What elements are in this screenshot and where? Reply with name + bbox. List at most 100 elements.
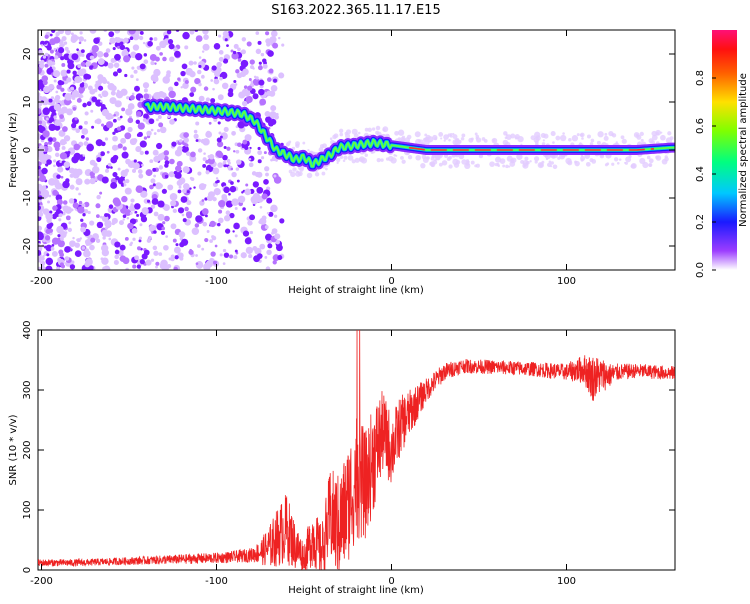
spectrogram-noise-blob [194,223,200,228]
spectrogram-noise-blob [103,30,107,33]
spectrogram-noise-blob [38,95,43,102]
spectrogram-noise-blob [84,111,89,116]
spectrogram-noise-blob [110,57,116,63]
spectrogram-noise-blob [63,53,71,61]
spectrogram-noise-blob [114,30,121,34]
spectrogram-haze-blob [448,164,453,169]
spectrogram-noise-blob [216,137,222,143]
spectrogram-noise-blob [258,88,265,96]
spectrogram-haze-blob [648,138,654,144]
spectrogram-haze-blob [580,154,584,157]
spectrogram-noise-blob [217,121,221,125]
spectrogram-noise-blob [124,187,132,195]
spectrogram-haze-blob [655,155,662,161]
spectrogram-noise-blob [156,128,161,133]
spectrogram-noise-blob [205,159,210,164]
spectrogram-noise-blob [70,86,75,91]
spectrogram-noise-blob [223,163,227,168]
spectrogram-noise-blob [273,214,278,218]
spectrogram-noise-blob [68,198,75,204]
spectrogram-noise-blob [125,178,130,184]
spectrogram-noise-blob [109,37,116,44]
spectrogram-noise-blob [38,161,42,167]
spectrogram-noise-blob [225,200,234,208]
spectrogram-noise-blob [107,162,112,167]
spectrogram-noise-blob [238,91,246,99]
spectrogram-noise-blob [258,220,263,224]
spectrogram-noise-blob [162,221,166,225]
spectrogram-noise-blob [89,244,95,251]
spectrogram-noise-blob [132,237,136,241]
spectrogram-noise-blob [236,179,240,183]
spectrogram-noise-blob [42,130,50,138]
spectrogram-noise-blob [263,151,267,155]
spectrogram-noise-blob [162,76,171,84]
spectrogram-noise-blob [93,37,100,44]
spectrogram-noise-blob [250,195,259,204]
spectrogram-noise-blob [132,264,137,269]
spectrogram-noise-blob [180,70,186,77]
spectrogram-haze-blob [460,136,465,141]
spectrogram-noise-blob [84,178,91,185]
spectrogram-noise-blob [143,93,150,100]
spectrogram-y-tick-label: 0 [22,147,33,153]
spectrogram-noise-blob [105,226,109,230]
spectrogram-noise-blob [168,86,174,92]
spectrogram-noise-blob [45,265,53,270]
spectrogram-noise-blob [58,213,63,218]
spectrogram-noise-blob [92,166,100,174]
spectrogram-noise-blob [153,211,159,217]
spectrogram-noise-blob [177,77,181,81]
spectrogram-noise-blob [63,135,71,142]
spectrogram-noise-blob [57,166,64,173]
spectrogram-haze-blob [616,161,620,165]
spectrogram-x-tick-label: -200 [30,276,53,287]
spectrogram-noise-blob [134,85,140,92]
spectrogram-noise-blob [127,126,133,133]
spectrogram-noise-blob [82,102,87,108]
spectrogram-noise-blob [136,133,141,137]
spectrogram-noise-blob [179,133,184,138]
spectrogram-noise-blob [69,173,74,178]
spectrogram-haze-blob [660,131,663,134]
spectrogram-noise-blob [123,55,131,63]
colorbar-tick-label: 0.4 [695,166,706,182]
spectrogram-noise-blob [69,100,72,104]
spectrogram-noise-blob [218,56,224,62]
spectrogram-noise-blob [259,243,266,250]
spectrogram-noise-blob [49,33,53,37]
spectrogram-noise-blob [101,215,109,222]
spectrogram-noise-blob [102,236,106,240]
spectrogram-noise-blob [219,76,223,81]
spectrogram-noise-blob [41,97,46,101]
spectrogram-noise-blob [172,208,177,213]
spectrogram-noise-blob [66,69,71,74]
spectrogram-haze-blob [321,171,326,176]
spectrogram-noise-blob [167,184,174,191]
spectrogram-noise-blob [117,143,123,149]
spectrogram-haze-blob [415,154,421,161]
spectrogram-noise-blob [57,80,63,86]
spectrogram-noise-blob [43,41,48,45]
spectrogram-noise-blob [38,190,41,196]
spectrogram-noise-blob [140,216,148,223]
spectrogram-noise-blob [182,188,187,194]
spectrogram-noise-blob [272,260,277,265]
spectrogram-haze-blob [401,159,406,164]
spectrogram-noise-blob [223,186,230,194]
spectrogram-noise-blob [195,254,198,257]
spectrogram-noise-blob [153,92,161,100]
spectrogram-noise-blob [112,172,118,178]
spectrogram-noise-blob [122,218,125,221]
spectrogram-noise-blob [83,39,87,42]
spectrogram-noise-blob [44,235,51,241]
spectrogram-noise-blob [127,222,134,230]
colorbar-tick-label: 0.0 [695,262,706,278]
spectrogram-haze-blob [660,134,666,141]
spectrogram-haze-blob [516,153,523,160]
spectrogram-noise-blob [242,139,248,145]
spectrogram-noise-blob [266,211,270,215]
spectrogram-haze-blob [314,172,320,177]
spectrogram-noise-blob [248,162,254,168]
spectrogram-haze-blob [621,138,627,144]
